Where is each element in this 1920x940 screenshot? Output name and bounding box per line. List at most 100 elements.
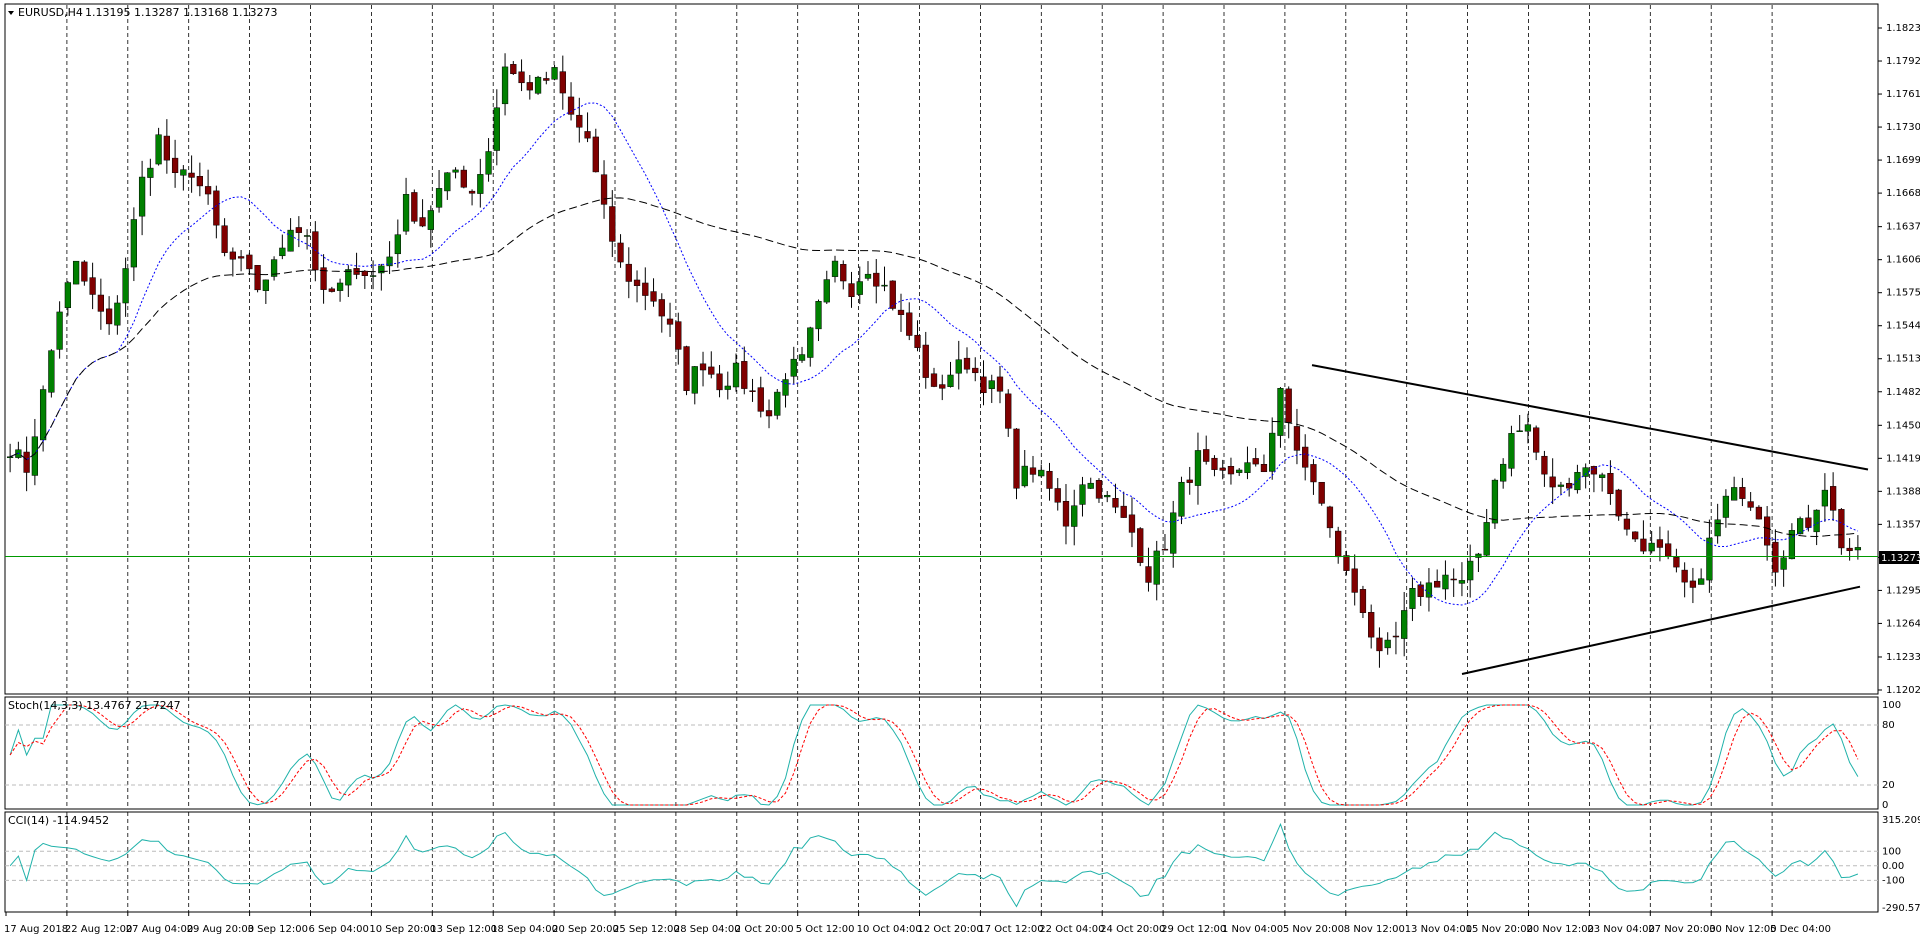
candle-body [402,194,410,232]
candle-body [279,247,286,257]
candle-body [963,357,971,370]
candle-body [229,251,236,260]
candle-body [1615,489,1622,517]
candle-body [947,374,954,387]
candle-body [798,354,806,361]
candle-body [303,235,311,237]
candle-body [155,134,162,165]
candle-body [1038,469,1045,477]
time-tick-label: 13 Sep 12:00 [430,924,497,935]
candle-body [955,359,962,374]
cci-tick-label: 0.00 [1882,861,1904,872]
stochastic-panel[interactable] [4,696,1879,810]
candle-body [774,391,781,416]
candle-body [138,176,146,217]
candle-body [691,366,698,394]
time-tick-label: 27 Nov 20:00 [1648,924,1715,935]
time-tick-label: 6 Sep 04:00 [309,924,369,935]
candle-body [576,114,583,128]
candle-body [188,172,195,178]
candle-body [1838,509,1845,549]
time-tick-label: 20 Sep 20:00 [552,924,619,935]
candle-body [147,167,154,178]
candle-body [1302,446,1309,468]
time-tick-label: 29 Oct 12:00 [1161,924,1226,935]
main-price-panel[interactable] [4,3,1879,695]
candle-body [609,206,616,242]
trendline-upper[interactable] [1311,364,1869,471]
candle-body [856,281,863,295]
ohlc-values: 1.13195 1.13287 1.13168 1.13273 [85,6,277,19]
candle-body [906,312,913,336]
candle-body [320,267,327,290]
cci-panel[interactable] [4,811,1879,913]
price-tick-label: 1.16370 [1886,222,1920,233]
candle-body [848,283,855,298]
trendline-lower[interactable] [1461,585,1861,675]
candle-body [270,259,278,277]
price-tick-label: 1.13575 [1886,519,1920,530]
cci-line [9,822,1859,908]
candle-body [1467,560,1474,581]
candle-body [1747,501,1754,508]
candle-body [996,376,1004,392]
candle-body [1483,522,1490,556]
candle-body [1046,470,1053,489]
candle-body [600,174,608,205]
candle-body [1516,430,1523,432]
cci-tick-label: 100 [1882,846,1901,857]
candle-body [394,234,401,255]
candle-body [64,282,72,308]
candle-body [1029,467,1037,475]
candle-body [1384,639,1391,649]
candle-body [922,344,929,378]
candle-body [460,169,467,188]
price-tick-label: 1.17925 [1886,56,1920,67]
candle-body [642,282,649,296]
candle-body [262,279,269,291]
candle-body [171,157,179,174]
candle-body [1821,489,1829,507]
candle-body [1508,433,1515,469]
candle-body [237,256,245,259]
candle-body [633,279,641,286]
candle-body [1541,455,1548,475]
candle-body [1343,555,1350,571]
ma-short-line [9,102,1859,606]
candle-body [122,268,129,304]
candle-body [897,309,905,315]
price-axis: 1.18235 1.17925 1.17615 1.17305 1.16995 1.166… [1878,23,1920,696]
candle-body [675,321,682,350]
candle-body [1640,538,1647,552]
candle-body [790,358,797,377]
candle-body [1087,482,1094,489]
time-tick-label: 15 Nov 20:00 [1466,924,1533,935]
candle-body [807,327,814,358]
price-tick-label: 1.16995 [1886,155,1920,166]
candle-body [1689,580,1697,588]
candle-body [534,76,542,94]
candle-body [1293,426,1301,451]
candle-body [782,379,789,396]
candle-body [1236,469,1243,473]
time-tick-label: 3 Sep 12:00 [248,924,308,935]
candle-body [411,192,418,222]
candle-body [1392,635,1400,638]
price-tick-label: 1.17615 [1886,89,1920,100]
candle-body [1005,393,1012,429]
candle-body [1780,557,1787,570]
chart-menu-triangle-icon[interactable] [8,11,14,15]
candle-body [1145,566,1152,583]
price-tick-label: 1.16060 [1886,255,1920,266]
time-tick-label: 18 Sep 04:00 [491,924,558,935]
candle-body [1376,637,1383,652]
candle-body [81,261,88,282]
current-price-label: 1.13273 [1881,553,1920,564]
candle-body [559,71,566,94]
price-tick-label: 1.14820 [1886,387,1920,398]
time-tick-label: 8 Nov 12:00 [1344,924,1405,935]
trendlines[interactable] [1311,364,1869,675]
candle-body [1120,505,1127,518]
